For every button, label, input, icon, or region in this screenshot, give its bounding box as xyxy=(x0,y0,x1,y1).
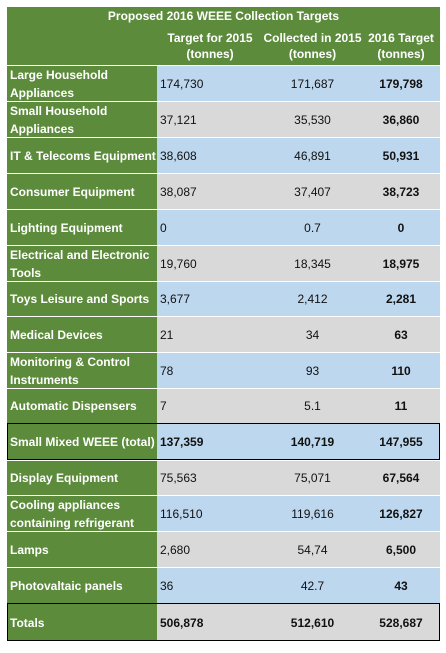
target-2016-cell: 18,975 xyxy=(362,246,440,281)
target-2016-cell: 6,500 xyxy=(362,532,440,567)
target-2015-cell: 21 xyxy=(157,317,263,352)
collected-2015-cell: 46,891 xyxy=(263,138,362,173)
row-label: IT & Telecoms Equipment xyxy=(7,138,157,173)
target-2016-cell: 11 xyxy=(362,389,440,423)
totals-row: Totals 506,878 512,610 528,687 xyxy=(7,603,440,641)
collected-2015-cell: 0.7 xyxy=(263,210,362,245)
table-row: Consumer Equipment 38,087 37,407 38,723 xyxy=(7,173,440,209)
collected-2015-cell: 42.7 xyxy=(263,568,362,603)
target-2015-cell: 19,760 xyxy=(157,246,263,281)
row-label: Small Mixed WEEE (total) xyxy=(7,424,157,460)
target-2015-cell: 174,730 xyxy=(157,66,263,101)
table-row: Cooling appliances containing refrigeran… xyxy=(7,495,440,531)
collected-2015-cell: 512,610 xyxy=(263,604,362,641)
table-row: Lamps 2,680 54,74 6,500 xyxy=(7,531,440,567)
target-2016-cell: 36,860 xyxy=(362,102,440,137)
table-row: Photovaltaic panels 36 42.7 43 xyxy=(7,567,440,603)
target-2016-cell: 528,687 xyxy=(362,604,440,641)
collected-2015-cell: 75,071 xyxy=(263,461,362,495)
collected-2015-cell: 34 xyxy=(263,317,362,352)
target-2016-cell: 0 xyxy=(362,210,440,245)
collected-2015-cell: 18,345 xyxy=(263,246,362,281)
table-row: Small Household Appliances 37,121 35,530… xyxy=(7,101,440,137)
header-target-2015: Target for 2015 (tonnes) xyxy=(167,30,253,61)
target-2015-cell: 7 xyxy=(157,389,263,423)
row-label: Toys Leisure and Sports xyxy=(7,282,157,316)
table-row: IT & Telecoms Equipment 38,608 46,891 50… xyxy=(7,137,440,173)
collected-2015-cell: 171,687 xyxy=(263,66,362,101)
target-2016-cell: 2,281 xyxy=(362,282,440,316)
row-label: Lighting Equipment xyxy=(7,210,157,245)
target-2016-cell: 50,931 xyxy=(362,138,440,173)
table-row: Medical Devices 21 34 63 xyxy=(7,316,440,352)
collected-2015-cell: 35,530 xyxy=(263,102,362,137)
target-2016-cell: 38,723 xyxy=(362,174,440,209)
target-2015-cell: 38,087 xyxy=(157,174,263,209)
header-row: Target for 2015 (tonnes) Collected in 20… xyxy=(7,26,440,65)
table-row: Electrical and Electronic Tools 19,760 1… xyxy=(7,245,440,281)
row-label: Electrical and Electronic Tools xyxy=(7,246,157,281)
target-2015-cell: 3,677 xyxy=(157,282,263,316)
table-row: Automatic Dispensers 7 5.1 11 xyxy=(7,388,440,423)
collected-2015-cell: 93 xyxy=(263,353,362,388)
collected-2015-cell: 37,407 xyxy=(263,174,362,209)
table-row: Large Household Appliances 174,730 171,6… xyxy=(7,65,440,101)
target-2016-cell: 126,827 xyxy=(362,496,440,531)
table-row: Lighting Equipment 0 0.7 0 xyxy=(7,209,440,245)
header-collected-2015: Collected in 2015 (tonnes) xyxy=(263,30,362,61)
table-row: Toys Leisure and Sports 3,677 2,412 2,28… xyxy=(7,281,440,316)
table-row: Display Equipment 75,563 75,071 67,564 xyxy=(7,460,440,495)
target-2015-cell: 36 xyxy=(157,568,263,603)
row-label: Cooling appliances containing refrigeran… xyxy=(7,496,157,531)
collected-2015-cell: 140,719 xyxy=(263,424,362,460)
target-2015-cell: 2,680 xyxy=(157,532,263,567)
header-target-2016: 2016 Target (tonnes) xyxy=(368,30,434,61)
target-2016-cell: 63 xyxy=(362,317,440,352)
row-label: Totals xyxy=(7,604,157,641)
row-label: Monitoring & Control Instruments xyxy=(7,353,157,388)
target-2015-cell: 116,510 xyxy=(157,496,263,531)
collected-2015-cell: 5.1 xyxy=(263,389,362,423)
target-2015-cell: 0 xyxy=(157,210,263,245)
table-row: Monitoring & Control Instruments 78 93 1… xyxy=(7,352,440,388)
target-2015-cell: 75,563 xyxy=(157,461,263,495)
target-2015-cell: 38,608 xyxy=(157,138,263,173)
row-label: Automatic Dispensers xyxy=(7,389,157,423)
subtotal-row: Small Mixed WEEE (total) 137,359 140,719… xyxy=(7,423,440,460)
header-category xyxy=(7,26,157,65)
row-label: Display Equipment xyxy=(7,461,157,495)
target-2015-cell: 37,121 xyxy=(157,102,263,137)
collected-2015-cell: 2,412 xyxy=(263,282,362,316)
row-label: Lamps xyxy=(7,532,157,567)
row-label: Medical Devices xyxy=(7,317,157,352)
row-label: Large Household Appliances xyxy=(7,66,157,101)
target-2016-cell: 179,798 xyxy=(362,66,440,101)
collected-2015-cell: 54,74 xyxy=(263,532,362,567)
target-2016-cell: 110 xyxy=(362,353,440,388)
target-2015-cell: 506,878 xyxy=(157,604,263,641)
target-2015-cell: 78 xyxy=(157,353,263,388)
row-label: Small Household Appliances xyxy=(7,102,157,137)
row-label: Consumer Equipment xyxy=(7,174,157,209)
row-label: Photovaltaic panels xyxy=(7,568,157,603)
weee-targets-table: Proposed 2016 WEEE Collection Targets Ta… xyxy=(7,7,440,641)
target-2016-cell: 147,955 xyxy=(362,424,440,460)
target-2016-cell: 67,564 xyxy=(362,461,440,495)
collected-2015-cell: 119,616 xyxy=(263,496,362,531)
target-2015-cell: 137,359 xyxy=(157,424,263,460)
target-2016-cell: 43 xyxy=(362,568,440,603)
table-title: Proposed 2016 WEEE Collection Targets xyxy=(7,7,440,26)
